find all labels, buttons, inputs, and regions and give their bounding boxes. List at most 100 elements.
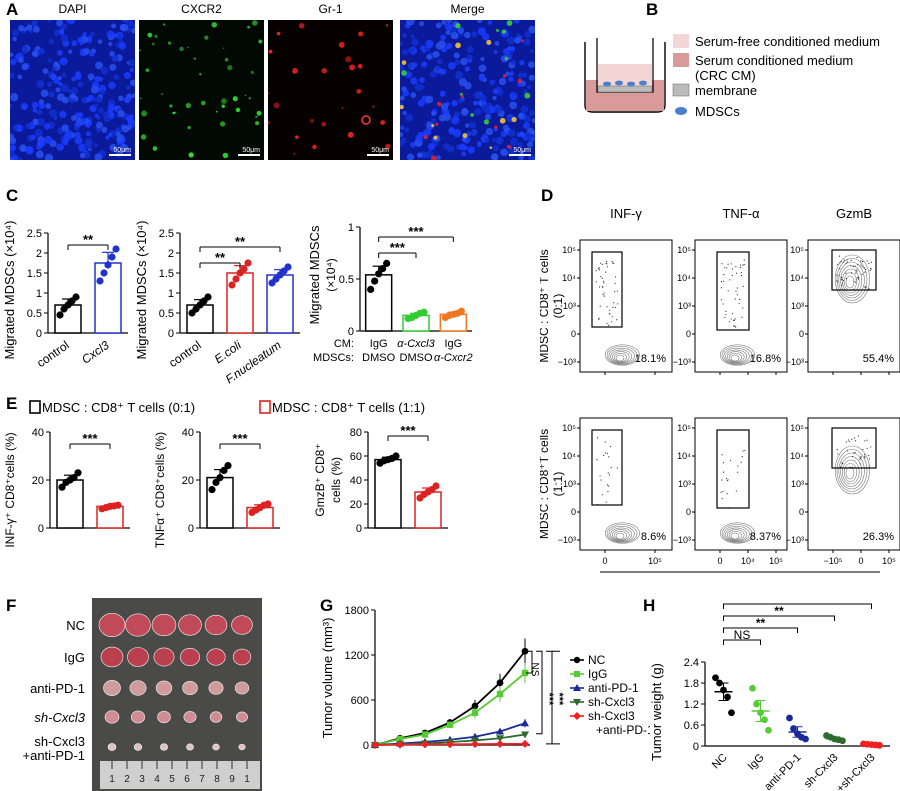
merge-dot (470, 113, 474, 117)
event-dot (735, 490, 737, 492)
event-dot (742, 307, 744, 309)
nucleus-dot (79, 152, 86, 159)
nucleus-dot (122, 20, 128, 23)
event-dot (598, 269, 600, 271)
cxcr2-dot (188, 152, 194, 158)
sig-stars: *** (400, 423, 416, 438)
nucleus-dot (431, 111, 436, 117)
panel-a-title-dapi: DAPI (58, 2, 87, 16)
gate-percent: 16.8% (750, 353, 781, 365)
y-tick-label: 40 (32, 427, 44, 439)
nucleus-dot (87, 35, 93, 40)
nucleus-dot (48, 38, 55, 45)
event-dot (602, 454, 605, 457)
nucleus-dot (454, 59, 461, 66)
tumor (151, 613, 177, 637)
panel-letter-g: G (320, 596, 334, 615)
nucleus-dot (10, 103, 13, 109)
cxcr2-dot (163, 23, 166, 26)
data-point (471, 740, 479, 749)
merge-dot (455, 23, 461, 29)
tumor (236, 711, 248, 723)
ruler-number: 4 (154, 774, 160, 785)
nucleus-dot (108, 132, 113, 137)
bar (54, 304, 82, 334)
panel-letter-h: H (643, 596, 656, 615)
cxcr2-dot (252, 20, 258, 26)
nucleus-dot (60, 84, 69, 93)
contour (730, 532, 740, 540)
panel-letter-c: C (6, 186, 19, 205)
event-dot (868, 288, 870, 290)
y-tick-label: −10³ (673, 535, 691, 545)
ruler-number: 7 (199, 774, 205, 785)
sig-stars: ** (215, 250, 226, 265)
data-point (421, 731, 429, 738)
nucleus-dot (529, 49, 534, 54)
y-tick-label: 10⁵ (677, 245, 691, 255)
nucleus-dot (105, 135, 110, 140)
gr1-dot (385, 143, 391, 150)
nucleus-dot (483, 107, 491, 115)
sig-bracket (546, 650, 553, 745)
tumor (238, 743, 246, 751)
cxcr2-dot (222, 152, 229, 159)
nucleus-dot (67, 49, 73, 54)
tumor (125, 613, 151, 637)
event-dot (598, 267, 601, 269)
event-dot (608, 324, 610, 326)
nucleus-dot (31, 101, 39, 109)
event-dot (727, 290, 729, 292)
event-dot (870, 446, 872, 448)
merge-dot (401, 60, 407, 65)
chart-e1: 0 20 40 INF-γ⁺ CD8⁺cells (%) *** (3, 427, 130, 548)
y-tick-label: 40 (182, 427, 194, 439)
nucleus-dot (402, 90, 410, 97)
nucleus-dot (464, 82, 472, 90)
event-dot (839, 466, 842, 468)
nucleus-dot (518, 112, 524, 119)
event-dot (736, 471, 739, 473)
data-point (421, 740, 429, 749)
nucleus-dot (498, 77, 507, 86)
nucleus-dot (90, 31, 95, 37)
panel-a-title-gr1: Gr-1 (318, 2, 343, 16)
nucleus-dot (524, 30, 532, 39)
tumor (186, 743, 194, 751)
merge-dot (436, 101, 442, 107)
nucleus-dot (432, 50, 440, 58)
nucleus-dot (493, 127, 499, 132)
cxcr2-dot (140, 97, 142, 100)
legend-mdsc: MDSCs (695, 104, 740, 119)
flow-frame (579, 417, 673, 551)
sig-stars: ** (235, 234, 246, 249)
nucleus-dot (458, 143, 466, 151)
contour (843, 463, 857, 482)
y-tick-label: 2.4 (684, 657, 699, 669)
data-point (371, 741, 379, 749)
x-category-label: E.coli (212, 338, 244, 366)
event-dot (866, 260, 868, 262)
nucleus-dot (522, 121, 530, 129)
event-dot (722, 490, 724, 493)
x-tick-label: 0 (602, 556, 607, 566)
chart-e2: 0 20 40 TNFα⁺ CD8⁺cells (%) *** (153, 427, 280, 548)
event-dot (837, 281, 839, 283)
nucleus-dot (108, 41, 113, 47)
nucleus-dot (493, 50, 498, 55)
sig-bracket (723, 627, 798, 633)
merge-dot (459, 92, 463, 96)
y-tick-label: 0 (36, 328, 42, 340)
data-point (70, 474, 78, 482)
nucleus-dot (518, 154, 524, 160)
event-dot (857, 264, 859, 266)
event-dot (721, 454, 723, 456)
nucleus-dot (468, 121, 477, 129)
cm-label: IgG (444, 338, 462, 350)
micrograph-cxcr2: 50μm (139, 20, 264, 160)
contour (610, 527, 633, 542)
x-tick-label: 10⁵ (769, 556, 783, 566)
ruler-number: 3 (139, 774, 145, 785)
data-point (521, 739, 529, 748)
nucleus-dot (531, 117, 535, 124)
